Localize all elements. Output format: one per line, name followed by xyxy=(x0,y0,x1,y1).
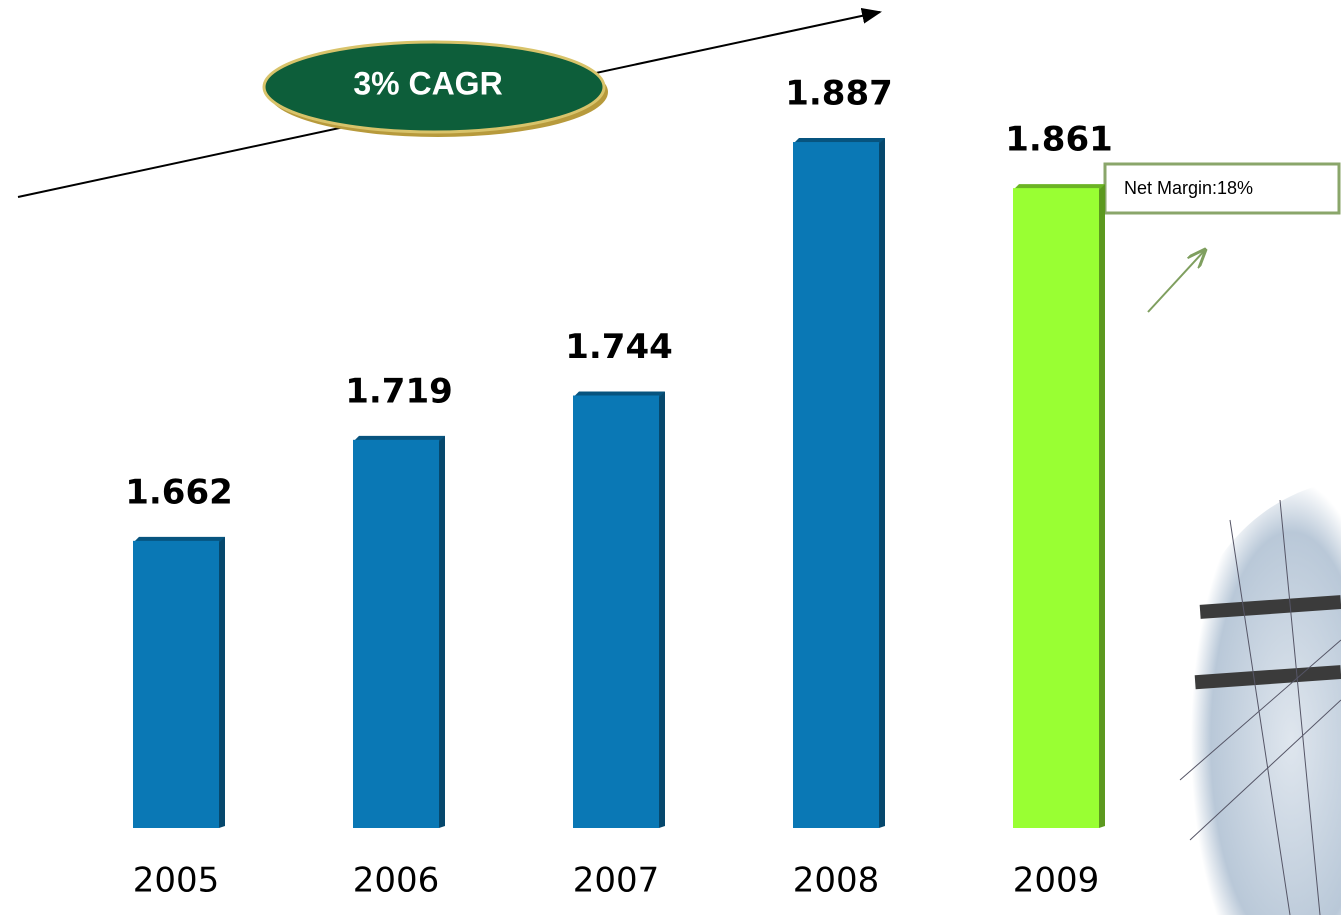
x-tick-label: 2005 xyxy=(133,861,220,901)
value-label: 1.861 xyxy=(1005,120,1113,160)
bar-side xyxy=(219,536,225,828)
value-label: 1.719 xyxy=(345,371,453,411)
bar xyxy=(793,142,879,829)
bar-side xyxy=(659,391,665,828)
value-label: 1.887 xyxy=(785,74,893,114)
note-label: Net Margin:18% xyxy=(1124,178,1253,198)
photo xyxy=(1174,480,1341,915)
x-tick-label: 2006 xyxy=(353,861,440,901)
bar xyxy=(573,395,659,828)
cagr-label: 3% CAGR xyxy=(353,65,502,101)
bar-side xyxy=(439,435,445,828)
x-tick-label: 2007 xyxy=(573,861,660,901)
bar xyxy=(353,439,439,828)
badge xyxy=(262,40,606,134)
note-arrow xyxy=(1147,250,1205,313)
x-tick-label: 2009 xyxy=(1013,861,1100,901)
bar xyxy=(1013,188,1099,828)
value-label: 1.662 xyxy=(125,472,233,512)
note-box xyxy=(1103,162,1341,215)
bar-side xyxy=(879,138,885,829)
bar xyxy=(133,540,219,828)
bar-side xyxy=(1099,184,1105,828)
value-label: 1.744 xyxy=(565,327,673,367)
x-tick-label: 2008 xyxy=(793,861,880,901)
